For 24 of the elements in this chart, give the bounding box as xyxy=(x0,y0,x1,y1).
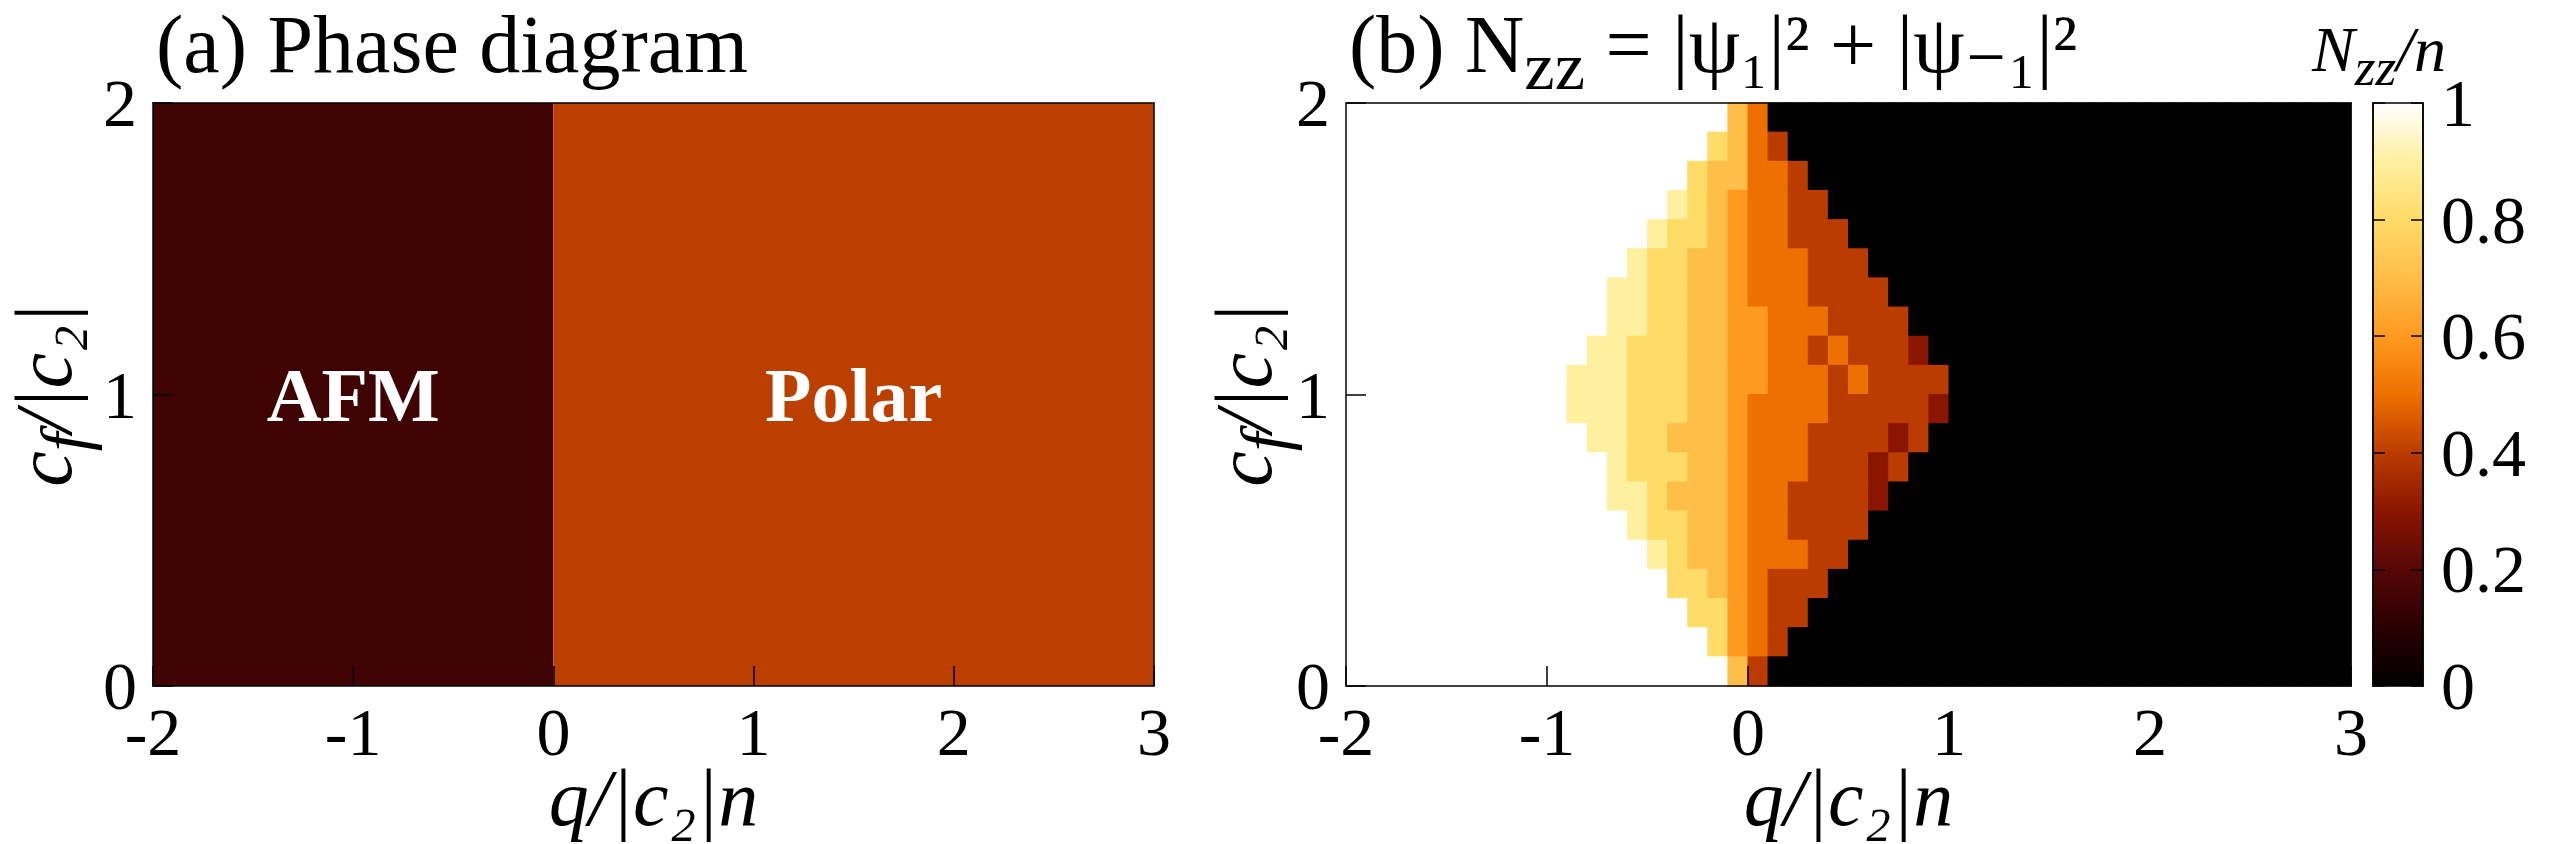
x-tick-label: -1 xyxy=(1518,694,1576,770)
y-tick-label: 2 xyxy=(1296,65,1330,141)
chart-title: (b) N$_{zz}$ = |ψ₁|² + |ψ₋₁|² xyxy=(1349,0,2078,105)
x-tick-label: -1 xyxy=(324,694,382,770)
x-tick-label: 3 xyxy=(1137,694,1171,770)
x-tick-label: 2 xyxy=(2133,694,2167,770)
x-tick-label: 1 xyxy=(736,694,771,770)
y-tick-label: 1 xyxy=(103,356,137,433)
color-bar-label: 0.4 xyxy=(2441,414,2526,491)
x-tick-label: 0 xyxy=(1731,694,1765,770)
x-tick-label: 1 xyxy=(1932,694,1966,770)
x-tick-label: 2 xyxy=(936,694,971,770)
x-tick-label: 0 xyxy=(536,694,571,770)
color-bar-label: 0.2 xyxy=(2441,531,2526,608)
chart-title: (a) Phase diagram xyxy=(156,0,748,90)
color-bar-label: 0.8 xyxy=(2441,181,2526,258)
color-bar-label: 0.6 xyxy=(2441,298,2526,375)
y-tick-label: 2 xyxy=(103,65,137,141)
x-tick-label: 3 xyxy=(2334,694,2368,770)
color-bar-label: 0 xyxy=(2441,648,2475,724)
series-label: Polar xyxy=(765,352,943,437)
y-tick-label: 1 xyxy=(1296,356,1330,433)
color-bar-title: N$_{zz}$/n xyxy=(2312,14,2446,97)
legend-label: AFM xyxy=(266,352,440,437)
